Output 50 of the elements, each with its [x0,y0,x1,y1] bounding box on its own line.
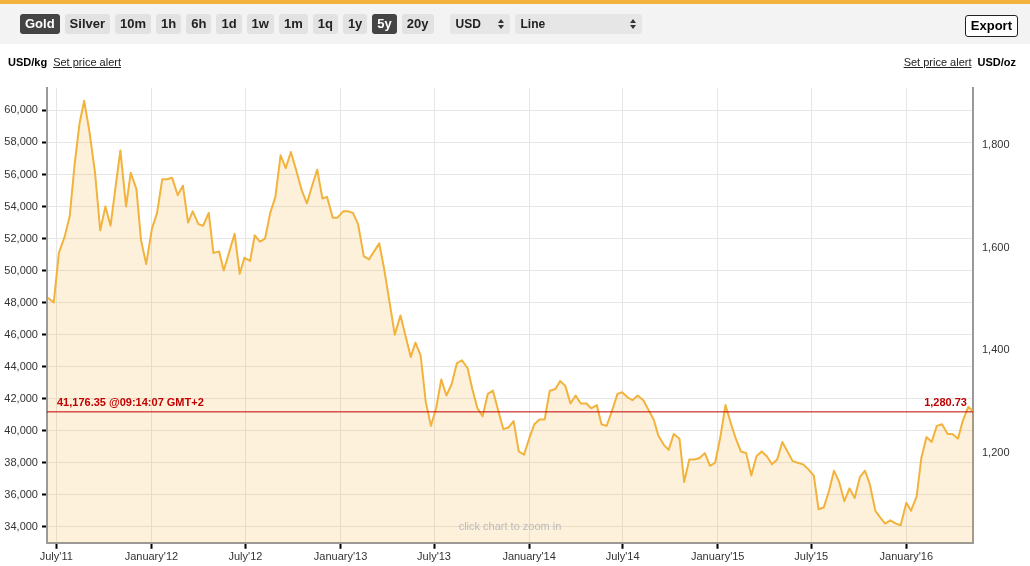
y-tick-label: 48,000 [4,295,38,308]
text: Gold [20,14,60,34]
x-tick-label: January'15 [690,550,745,563]
x-tick-label: July'14 [605,550,640,563]
text: Set price alert [903,56,972,68]
x-tick-label: January'16 [879,550,934,563]
text: 1q [312,14,338,34]
y-tick-label: 42,000 [4,391,38,404]
text: 5y [372,14,397,34]
x-tick-label: July'11 [39,550,73,563]
y-tick-label: 46,000 [4,327,38,340]
text: 1d [216,14,242,34]
text: USD [455,16,481,33]
y-tick-label: 34,000 [4,519,38,532]
y-tick-label: 38,000 [4,455,38,468]
y-tick-label: 60,000 [4,103,38,116]
y-tick-label: 40,000 [4,423,38,436]
annotation: 1,280.73 [924,396,967,409]
x-tick-label: July'12 [228,550,263,563]
text: 1h [156,14,182,34]
y-tick-label: 44,000 [4,359,38,372]
y2-tick-label: 1,800 [982,137,1010,150]
text: Export [964,15,1018,37]
x-tick-label: January'12 [124,550,179,563]
y-tick-label: 58,000 [4,135,38,148]
y-tick-label: 54,000 [4,199,38,212]
y-tick-label: 52,000 [4,231,38,244]
text: 10m [115,14,152,34]
text: 1m [278,14,308,34]
annotation: click chart to zoom in [458,519,562,532]
x-tick-label: July'15 [794,550,829,563]
text: Set price alert [53,56,121,68]
y-tick-label: 36,000 [4,487,38,500]
y2-tick-label: 1,600 [982,240,1010,253]
ref-line-label: 41,176.35 @09:14:07 GMT+2 [57,396,204,409]
y-tick-label: 50,000 [4,263,38,276]
x-tick-label: January'13 [313,550,368,563]
text: Line [520,16,546,33]
y-axis-title: USD/kg [8,56,48,68]
x-tick-label: January'14 [502,550,556,563]
text: Silver [64,14,111,34]
y2-tick-label: 1,200 [982,446,1010,459]
y2-axis-title: USD/oz [977,56,1016,68]
text: 1y [342,14,368,34]
x-tick-label: July'13 [417,550,451,563]
text: 20y [401,14,434,34]
text: 6h [186,14,212,34]
y-tick-label: 56,000 [4,167,38,180]
y2-tick-label: 1,400 [982,343,1010,356]
text: 1w [246,14,274,34]
